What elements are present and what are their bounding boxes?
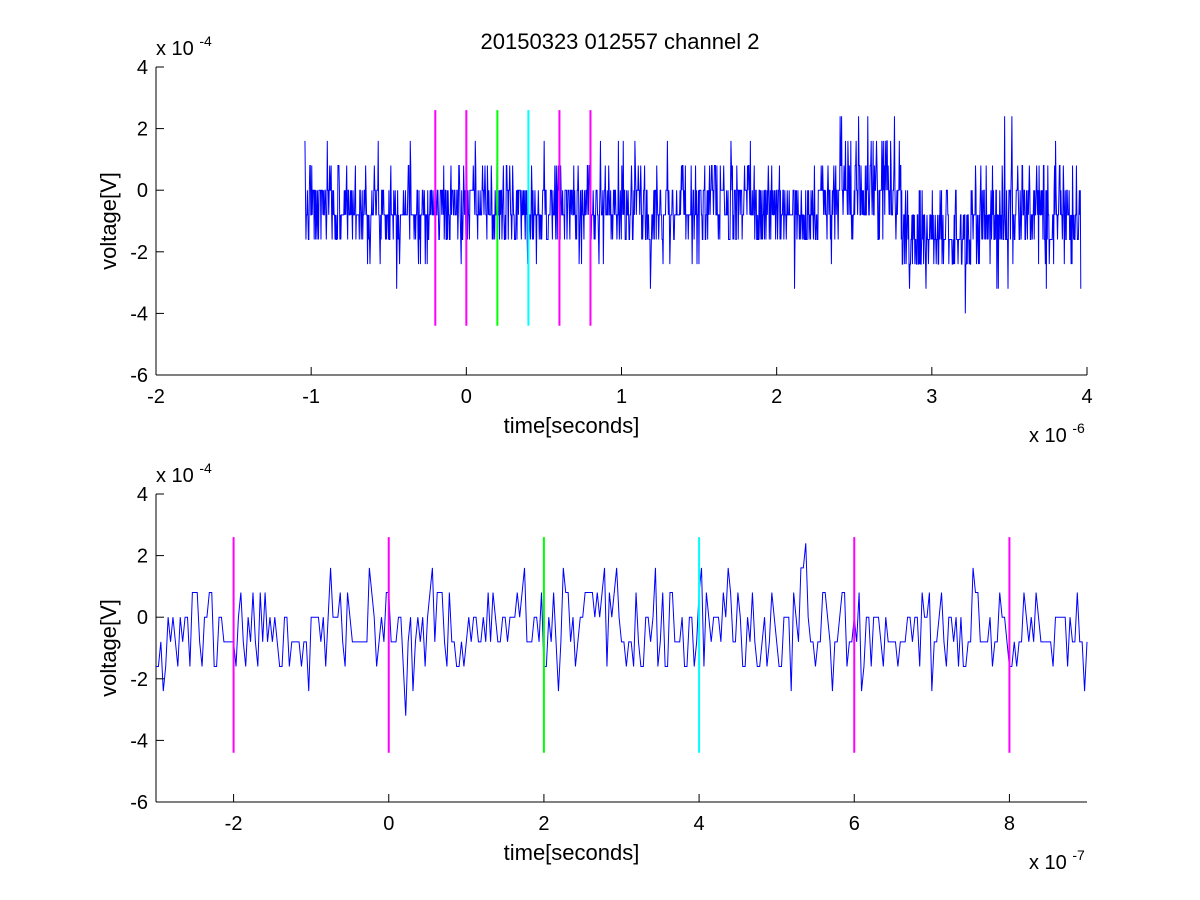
x-tick-label: 1 (616, 386, 627, 408)
y-tick-label: 4 (137, 57, 148, 79)
x-tick-label: 4 (1081, 386, 1092, 408)
x-tick-label: 0 (383, 813, 394, 835)
x-exponent-label: x 10 -6 (1029, 420, 1085, 447)
y-tick-label: 0 (137, 180, 148, 202)
x-tick-label: 3 (926, 386, 937, 408)
x-tick-label: 8 (1004, 813, 1015, 835)
x-axis-label: time[seconds] (504, 840, 640, 865)
y-tick-label: 0 (137, 607, 148, 629)
x-exponent-label: x 10 -7 (1029, 847, 1085, 874)
plot-area (156, 494, 1087, 802)
x-tick-label: 0 (461, 386, 472, 408)
x-tick-label: -2 (147, 386, 165, 408)
y-tick-label: -4 (130, 303, 148, 325)
top-axes: -2 -1 0 1 2 3 4 -6 -4 -2 0 2 4 time[seconds] voltage[V… (96, 33, 1093, 447)
x-tick-label: -1 (302, 386, 320, 408)
y-tick-label: -6 (130, 365, 148, 387)
y-tick-label: -2 (130, 669, 148, 691)
x-tick-label: 2 (771, 386, 782, 408)
y-axis-label: voltage[V] (96, 599, 121, 697)
y-tick-label: 4 (137, 484, 148, 506)
y-tick-label: 2 (137, 546, 148, 568)
figure-title: 20150323 012557 channel 2 (481, 29, 760, 54)
signal-trace (304, 116, 1082, 314)
y-exponent-label: x 10 -4 (156, 33, 212, 60)
bottom-axes: -2 0 2 4 6 8 -6 -4 -2 0 2 4 time[seconds] voltage[V] x… (96, 460, 1088, 874)
signal-trace (156, 543, 1088, 716)
x-tick-label: 4 (694, 813, 705, 835)
y-tick-label: -4 (130, 730, 148, 752)
y-tick-label: 2 (137, 119, 148, 141)
y-tick-label: -2 (130, 242, 148, 264)
x-axis-label: time[seconds] (504, 413, 640, 438)
x-tick-label: 2 (538, 813, 549, 835)
y-axis-label: voltage[V] (96, 172, 121, 270)
x-tick-label: 6 (849, 813, 860, 835)
y-tick-label: -6 (130, 792, 148, 814)
y-exponent-label: x 10 -4 (156, 460, 212, 487)
x-tick-label: -2 (225, 813, 243, 835)
